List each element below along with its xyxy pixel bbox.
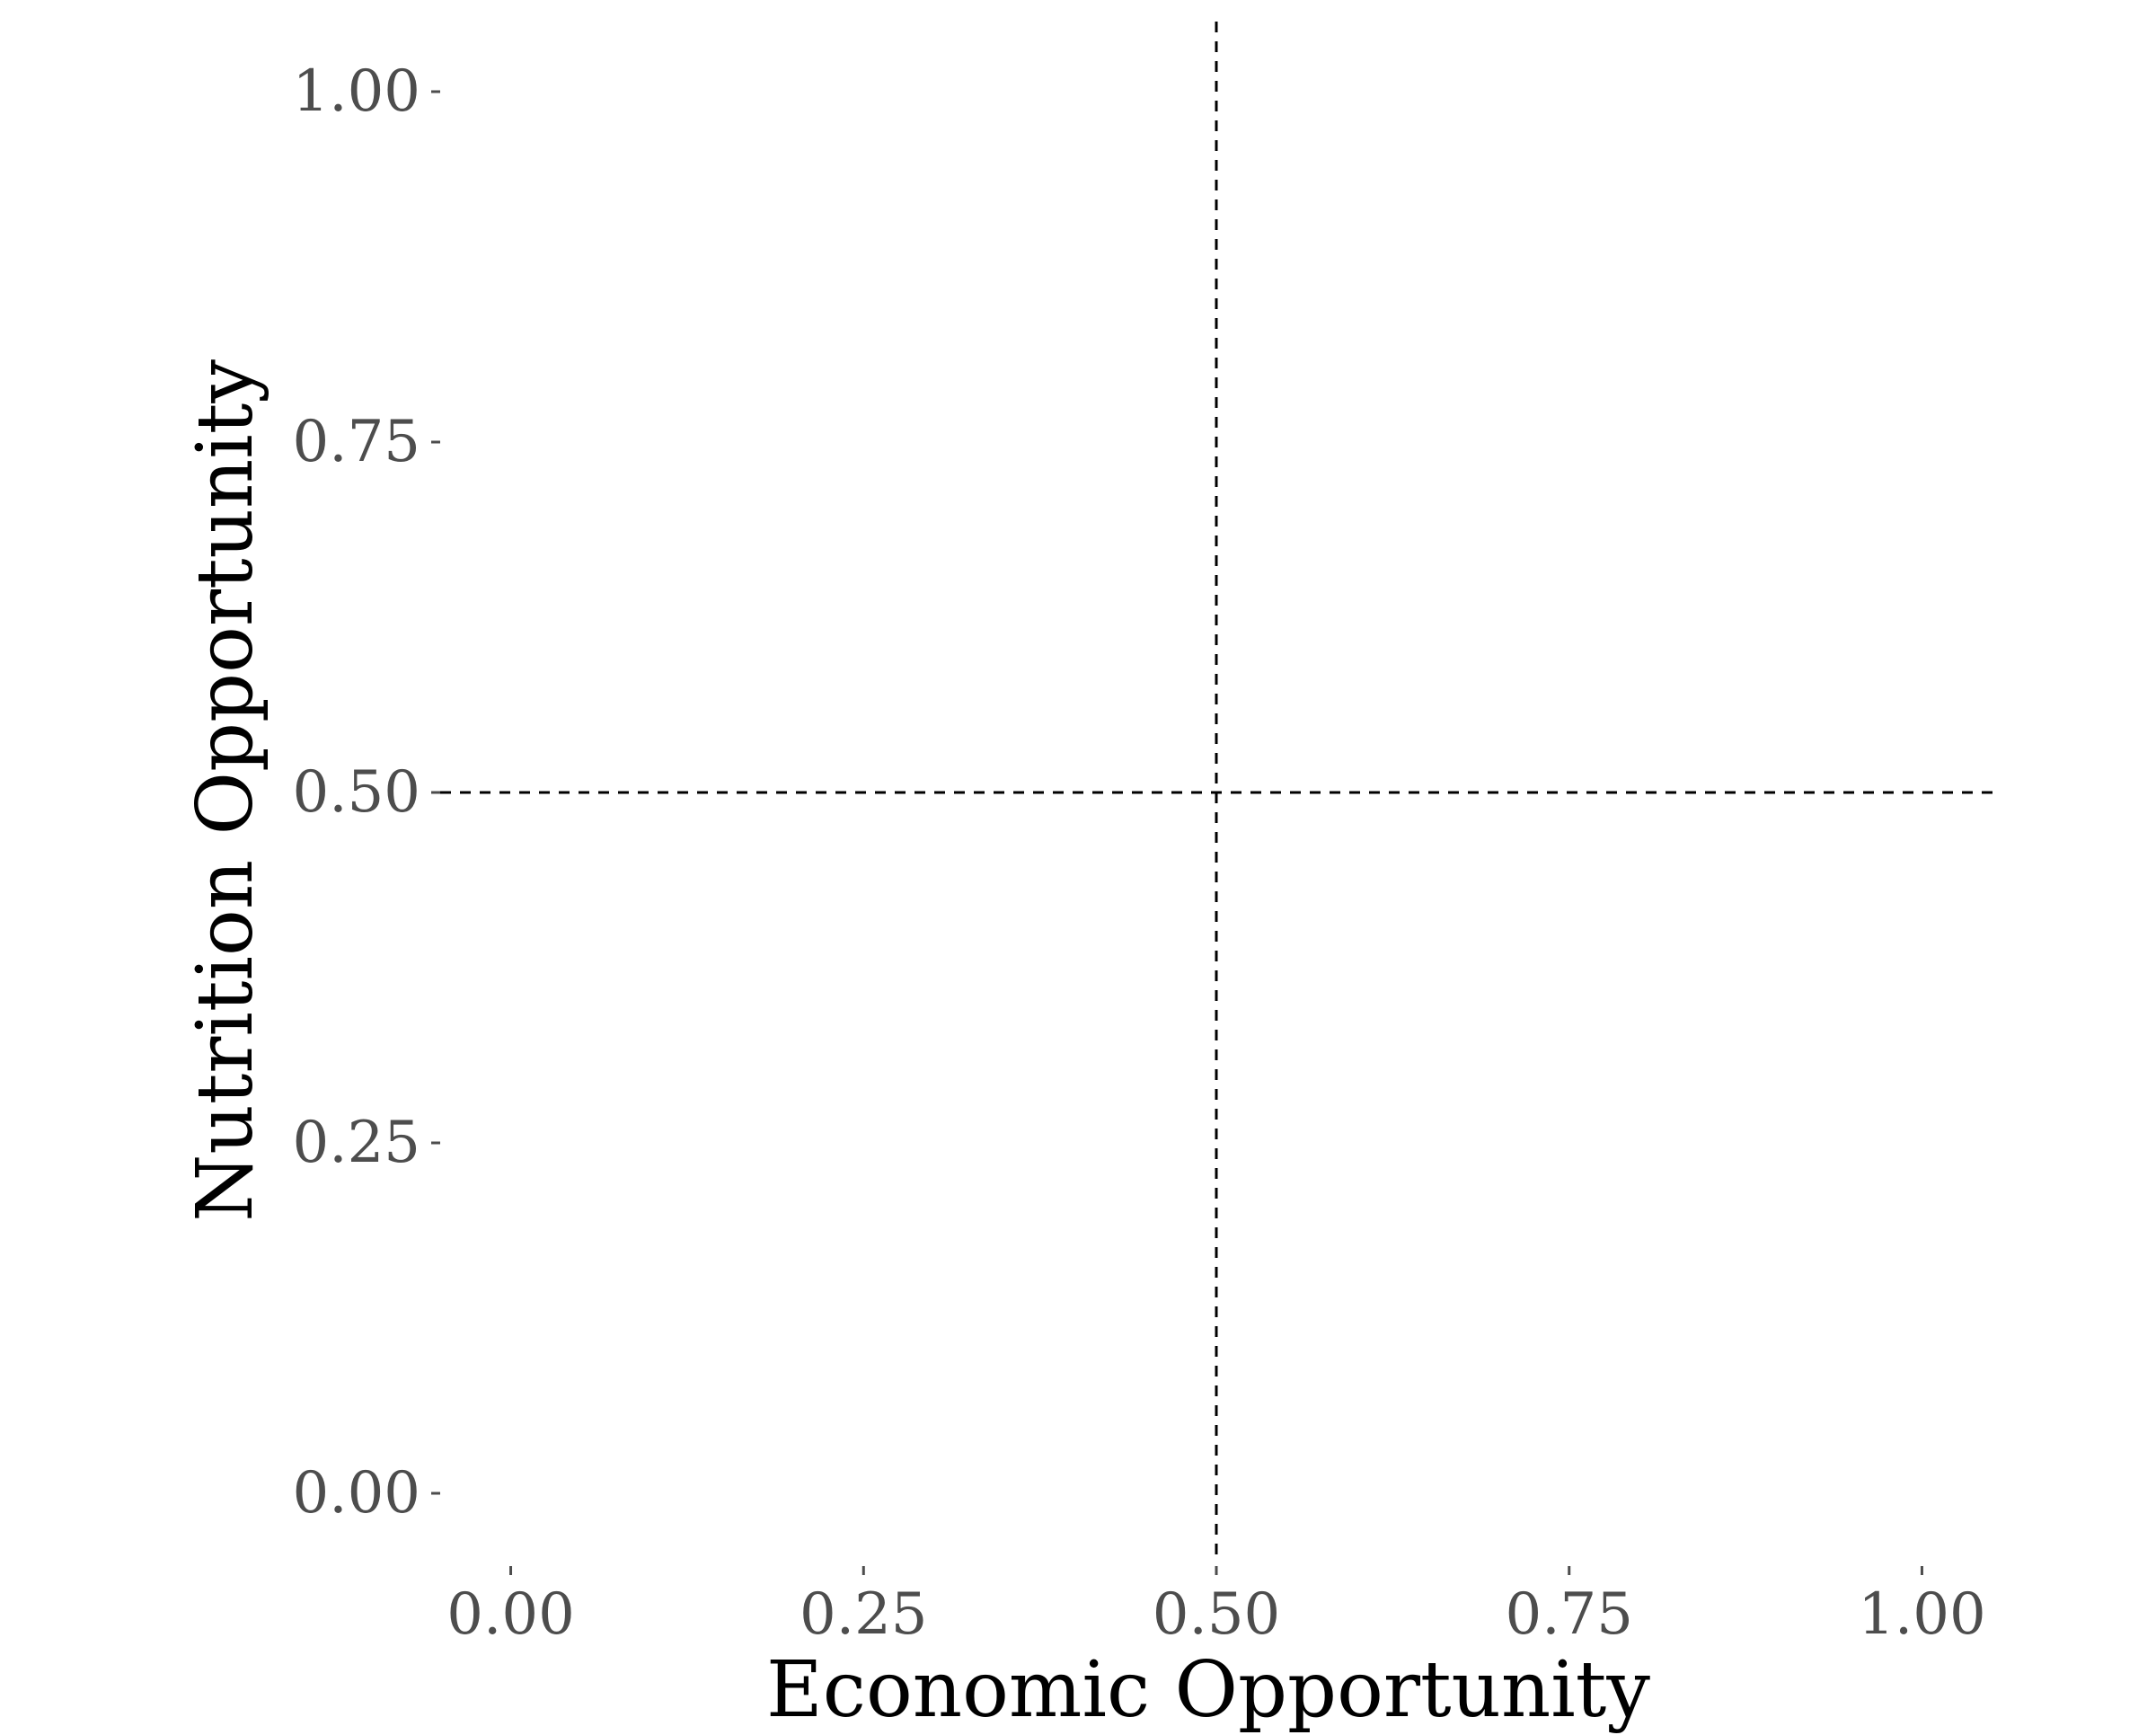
y-tick-label: 0.25 [293,1110,421,1176]
x-tick-label: 0.75 [1505,1581,1633,1648]
y-axis-title: Nutrition Opportunity [181,359,270,1222]
x-axis: 0.00 0.25 0.50 0.75 1.00 [446,1566,1986,1648]
y-tick-label: 0.50 [293,759,421,826]
y-tick-label: 0.75 [293,409,421,475]
reference-lines [440,22,1993,1563]
y-axis: 0.00 0.25 0.50 0.75 1.00 [293,58,440,1527]
y-tick-label: 1.00 [293,58,421,125]
x-tick-label: 1.00 [1858,1581,1986,1648]
y-tick-label: 0.00 [293,1460,421,1527]
x-tick-label: 0.00 [446,1581,575,1648]
x-axis-title: Economic Opportunity [766,1645,1650,1735]
x-tick-label: 0.50 [1153,1581,1281,1648]
x-tick-label: 0.25 [800,1581,928,1648]
